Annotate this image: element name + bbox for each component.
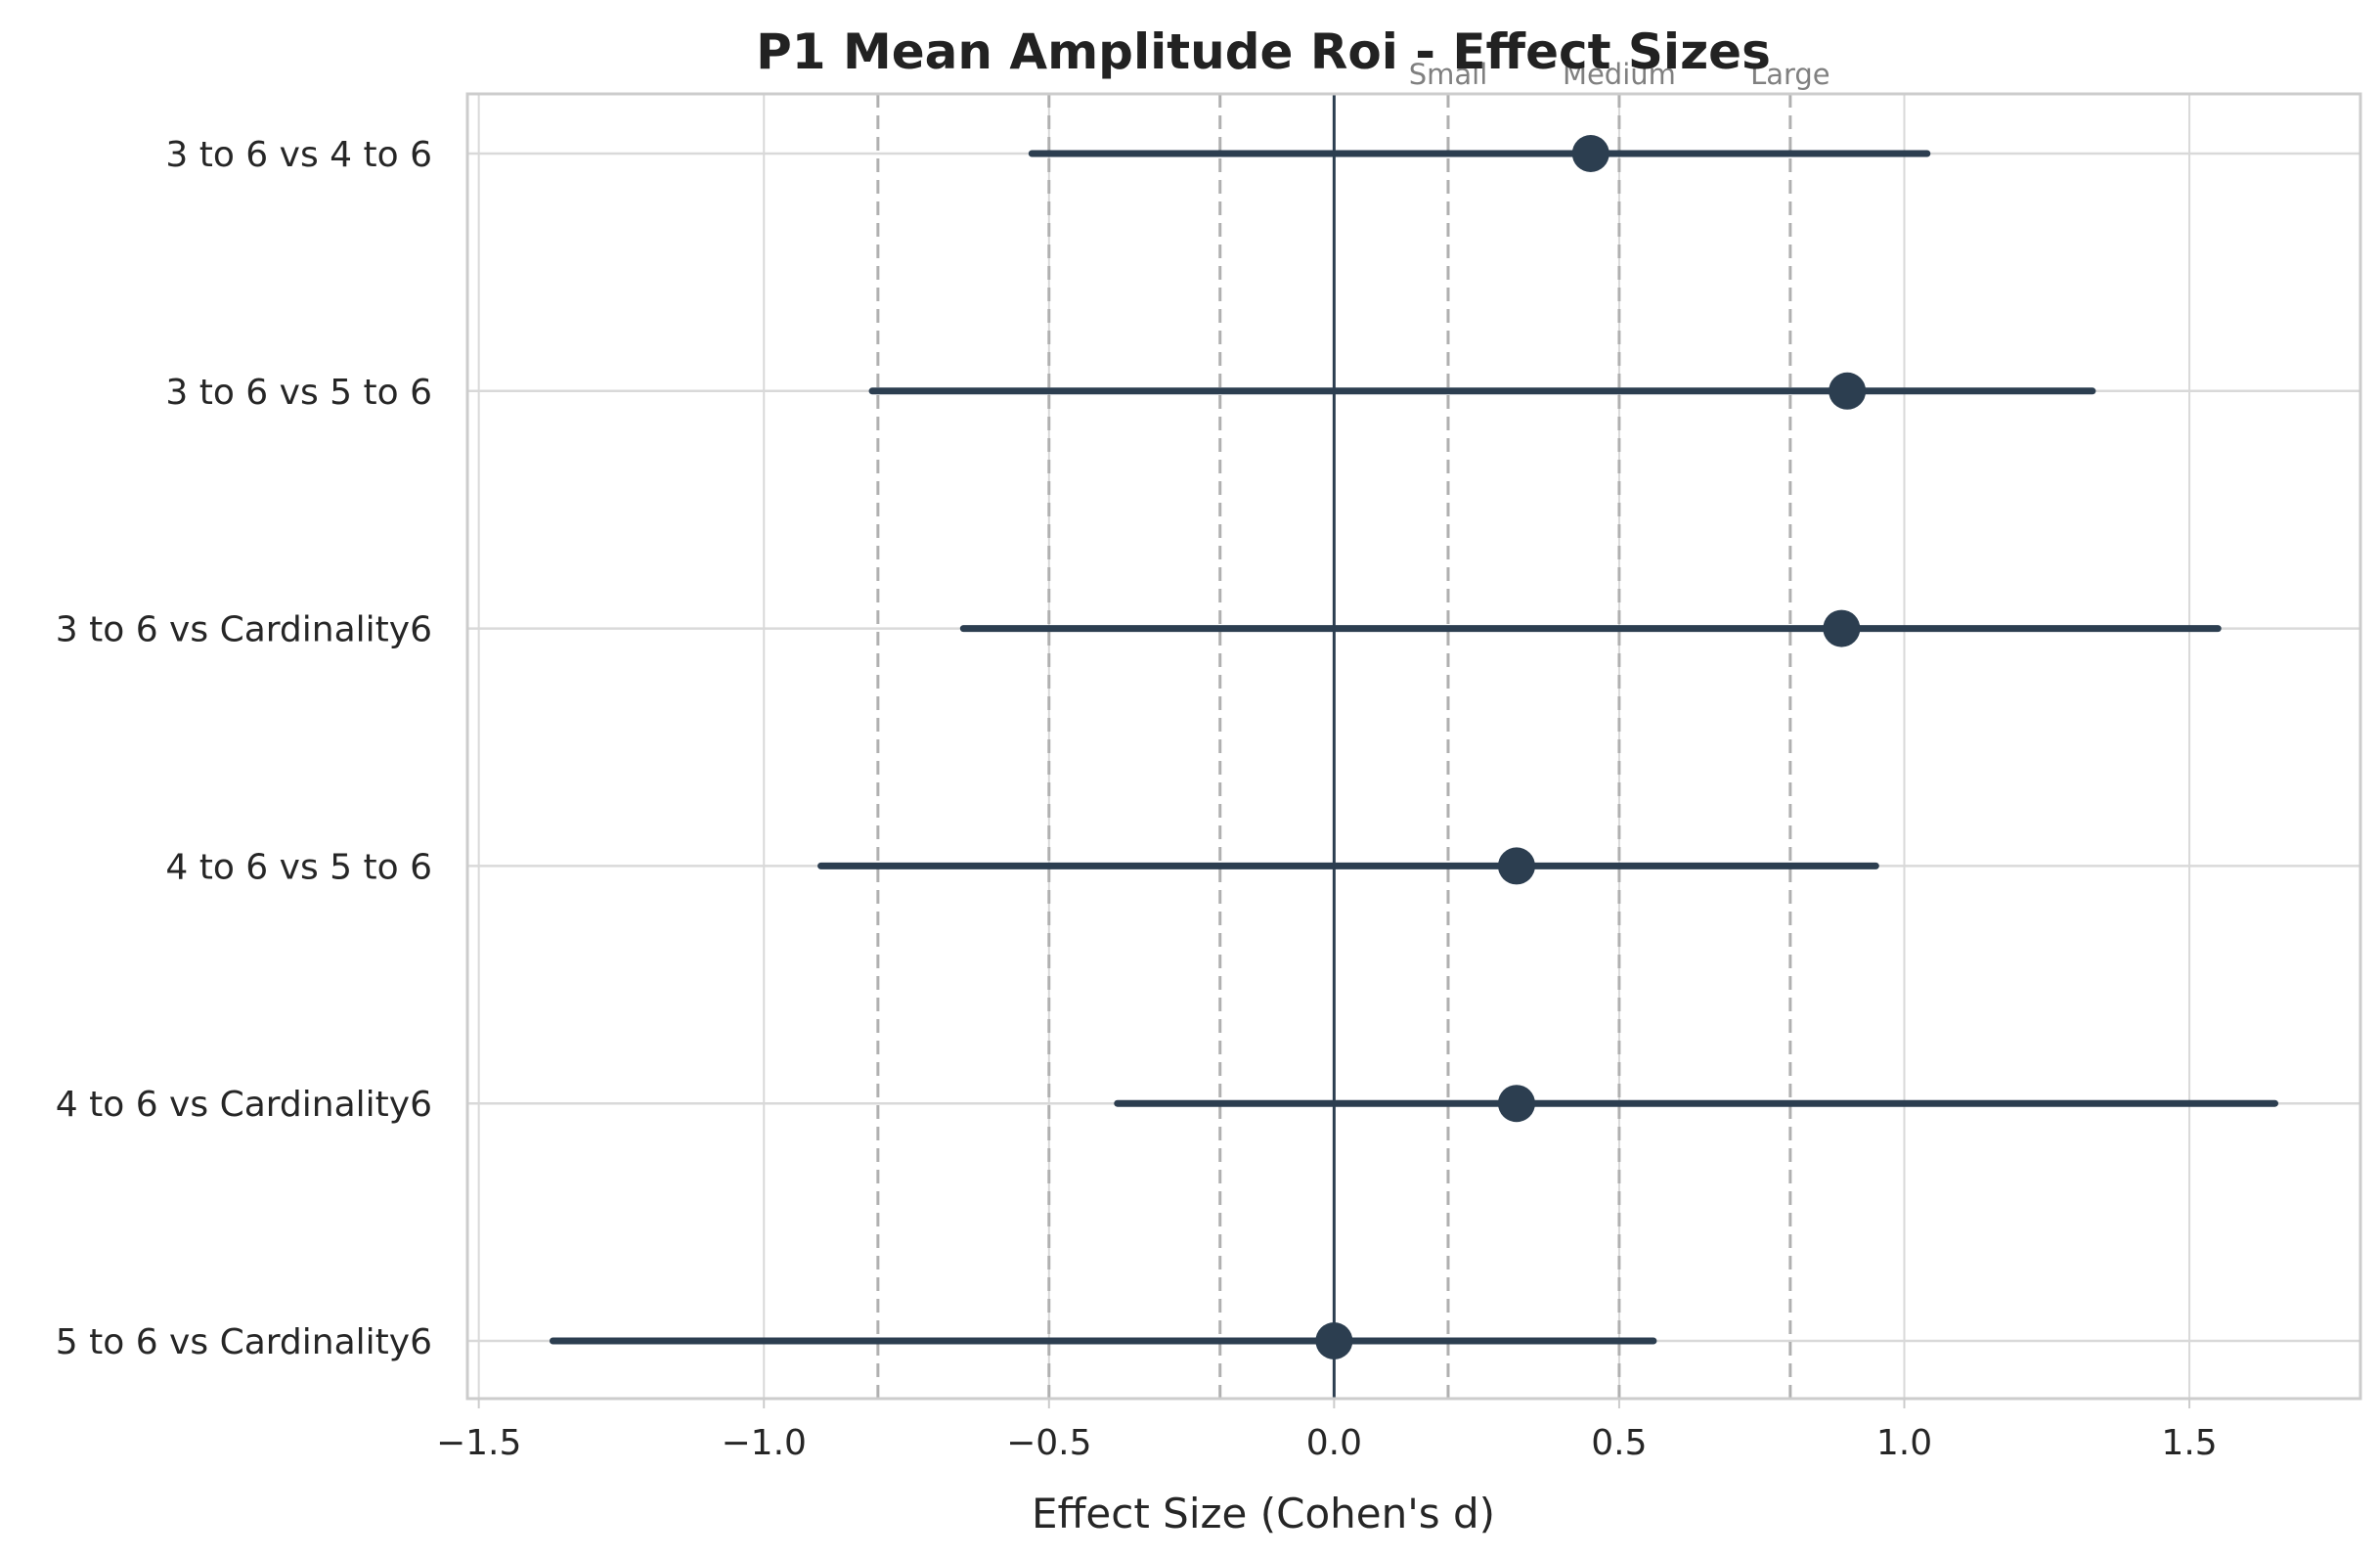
effect-point <box>1497 847 1535 885</box>
reference-label: Large <box>1750 58 1830 91</box>
y-tick-label: 4 to 6 vs Cardinality6 <box>56 1085 432 1125</box>
reference-label: Small <box>1409 58 1488 91</box>
x-tick-label: 0.0 <box>1306 1423 1362 1463</box>
y-tick-label: 4 to 6 vs 5 to 6 <box>165 847 432 887</box>
y-tick-label: 5 to 6 vs Cardinality6 <box>56 1322 432 1362</box>
x-tick-label: 1.0 <box>1876 1423 1932 1463</box>
effect-point <box>1823 609 1861 647</box>
y-tick-label: 3 to 6 vs 5 to 6 <box>165 373 432 413</box>
x-tick-label: 0.5 <box>1591 1423 1647 1463</box>
effect-point <box>1829 372 1867 410</box>
x-tick-label: −1.0 <box>722 1423 807 1463</box>
x-tick-label: 1.5 <box>2161 1423 2217 1463</box>
reference-label: Medium <box>1563 58 1676 91</box>
x-tick-label: −1.5 <box>436 1423 521 1463</box>
effect-point <box>1315 1322 1353 1359</box>
x-tick-label: −0.5 <box>1006 1423 1091 1463</box>
chart-title: P1 Mean Amplitude Roi - Effect Sizes <box>756 23 1771 80</box>
effect-point <box>1571 135 1609 172</box>
effect-point <box>1497 1085 1535 1123</box>
y-tick-label: 3 to 6 vs Cardinality6 <box>56 610 432 650</box>
x-axis-label: Effect Size (Cohen's d) <box>1032 1490 1495 1537</box>
plot-frame <box>465 92 2362 1401</box>
y-tick-label: 3 to 6 vs 4 to 6 <box>165 135 432 175</box>
